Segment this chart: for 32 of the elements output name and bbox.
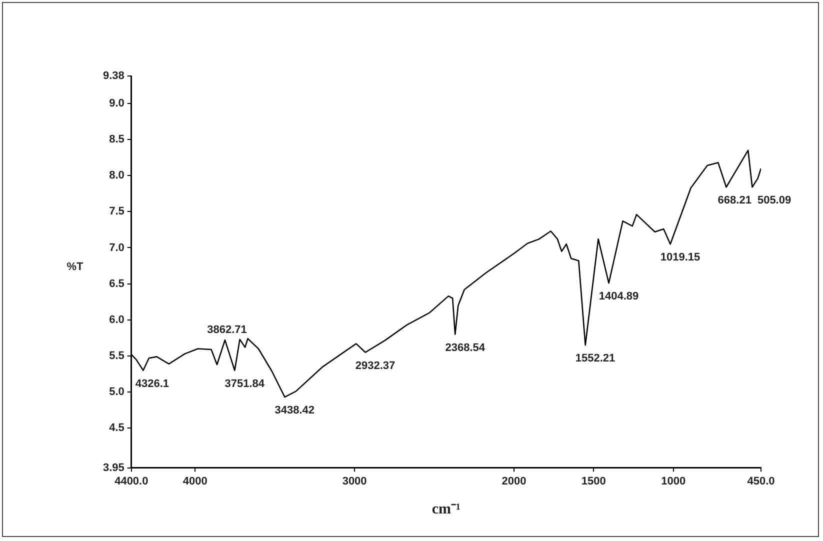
annotation: 1019.15 [660, 252, 700, 264]
y-tick-label: 6.0 [109, 314, 124, 326]
annotation: 505.09 [757, 194, 792, 207]
x-tick-label: 4000 [182, 475, 208, 488]
y-tick-label: 8.0 [109, 170, 124, 182]
x-tick-label: 1500 [581, 475, 606, 488]
annotation: 2368.54 [445, 342, 486, 354]
annotation: 1552.21 [575, 352, 616, 365]
y-tick-label: 9.0 [109, 97, 124, 110]
y-tick-label: 6.5 [109, 278, 124, 290]
y-tick-label: 8.5 [109, 134, 124, 146]
y-tick-label: 4.5 [109, 422, 124, 434]
x-tick-label: 1000 [661, 475, 686, 488]
x-tick-label: 4400.0 [114, 475, 148, 488]
annotation: 1404.89 [598, 290, 639, 303]
annotation: 3751.84 [224, 378, 266, 390]
x-axis-title: cm⁻¹ [432, 502, 461, 518]
annotation: 3438.42 [274, 404, 314, 417]
annotation: 668.21 [718, 194, 752, 207]
annotation: 2932.37 [355, 360, 396, 372]
x-tick-label: 3000 [342, 475, 367, 488]
x-tick-label: 450.0 [747, 475, 775, 488]
annotation: 4326.1 [135, 378, 170, 390]
y-tick-label: 9.38 [102, 70, 124, 82]
x-tick-label: 2000 [502, 475, 526, 488]
y-tick-label: 5.0 [109, 386, 124, 398]
y-tick-label: 7.5 [109, 206, 124, 218]
y-tick-label: 3.95 [102, 462, 124, 474]
annotation: 3862.71 [207, 324, 247, 336]
y-tick-label: 5.5 [109, 350, 124, 362]
y-axis-title: %T [66, 260, 84, 273]
y-tick-label: 7.0 [109, 242, 124, 254]
